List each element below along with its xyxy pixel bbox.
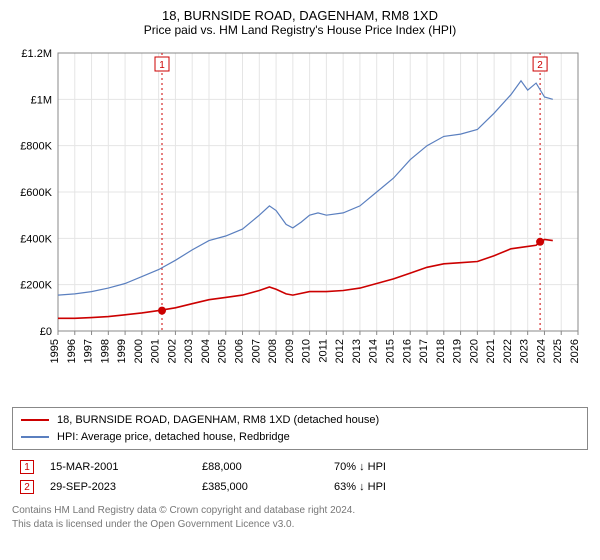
svg-text:2013: 2013 xyxy=(351,339,363,363)
legend-row-hpi: HPI: Average price, detached house, Redb… xyxy=(21,429,579,446)
svg-text:£1M: £1M xyxy=(31,94,52,106)
legend: 18, BURNSIDE ROAD, DAGENHAM, RM8 1XD (de… xyxy=(12,407,588,450)
marker-date-2: 29-SEP-2023 xyxy=(44,478,194,496)
marker-price-1: £88,000 xyxy=(196,458,326,476)
sale-markers-table: 1 15-MAR-2001 £88,000 70% ↓ HPI 2 29-SEP… xyxy=(12,456,588,498)
marker-badge-1: 1 xyxy=(20,460,34,474)
marker-row-2: 2 29-SEP-2023 £385,000 63% ↓ HPI xyxy=(14,478,586,496)
legend-swatch-hpi xyxy=(21,436,49,438)
svg-text:£800K: £800K xyxy=(20,141,52,153)
svg-text:2019: 2019 xyxy=(452,339,464,363)
attribution-footer: Contains HM Land Registry data © Crown c… xyxy=(12,504,588,531)
marker-badge-2: 2 xyxy=(20,480,34,494)
svg-text:2003: 2003 xyxy=(183,339,195,363)
svg-text:£1.2M: £1.2M xyxy=(21,48,52,60)
svg-text:2021: 2021 xyxy=(485,339,497,363)
svg-text:2007: 2007 xyxy=(250,339,262,363)
marker-pct-2: 63% ↓ HPI xyxy=(328,478,586,496)
svg-text:2: 2 xyxy=(537,60,543,71)
svg-text:2008: 2008 xyxy=(267,339,279,363)
svg-text:2001: 2001 xyxy=(150,339,162,363)
footer-line-1: Contains HM Land Registry data © Crown c… xyxy=(12,504,588,518)
legend-label-price: 18, BURNSIDE ROAD, DAGENHAM, RM8 1XD (de… xyxy=(57,412,379,429)
svg-text:2004: 2004 xyxy=(200,339,212,363)
svg-text:2014: 2014 xyxy=(368,339,380,363)
legend-row-price: 18, BURNSIDE ROAD, DAGENHAM, RM8 1XD (de… xyxy=(21,412,579,429)
page-title: 18, BURNSIDE ROAD, DAGENHAM, RM8 1XD xyxy=(12,8,588,23)
svg-text:£600K: £600K xyxy=(20,187,52,199)
svg-text:1999: 1999 xyxy=(116,339,128,363)
svg-text:2016: 2016 xyxy=(401,339,413,363)
legend-label-hpi: HPI: Average price, detached house, Redb… xyxy=(57,429,290,446)
svg-text:2026: 2026 xyxy=(569,339,581,363)
svg-text:1995: 1995 xyxy=(49,339,61,363)
footer-line-2: This data is licensed under the Open Gov… xyxy=(12,518,588,532)
svg-text:2006: 2006 xyxy=(234,339,246,363)
svg-text:£200K: £200K xyxy=(20,280,52,292)
marker-price-2: £385,000 xyxy=(196,478,326,496)
svg-text:2015: 2015 xyxy=(384,339,396,363)
svg-text:1997: 1997 xyxy=(83,339,95,363)
page-subtitle: Price paid vs. HM Land Registry's House … xyxy=(12,23,588,37)
marker-row-1: 1 15-MAR-2001 £88,000 70% ↓ HPI xyxy=(14,458,586,476)
svg-text:2024: 2024 xyxy=(535,339,547,363)
svg-text:2005: 2005 xyxy=(217,339,229,363)
svg-text:2009: 2009 xyxy=(284,339,296,363)
svg-text:2022: 2022 xyxy=(502,339,514,363)
svg-text:1: 1 xyxy=(159,60,165,71)
marker-date-1: 15-MAR-2001 xyxy=(44,458,194,476)
svg-text:£400K: £400K xyxy=(20,233,52,245)
svg-text:2023: 2023 xyxy=(519,339,531,363)
svg-text:£0: £0 xyxy=(40,326,52,338)
svg-text:2020: 2020 xyxy=(468,339,480,363)
svg-text:2018: 2018 xyxy=(435,339,447,363)
svg-text:2017: 2017 xyxy=(418,339,430,363)
legend-swatch-price xyxy=(21,419,49,421)
svg-text:2011: 2011 xyxy=(317,339,329,363)
svg-text:2010: 2010 xyxy=(301,339,313,363)
chart-svg: £0 £200K £400K £600K £800K £1M £1.2M 1995 1996 19… xyxy=(12,43,588,403)
svg-text:2000: 2000 xyxy=(133,339,145,363)
marker-pct-1: 70% ↓ HPI xyxy=(328,458,586,476)
svg-text:1996: 1996 xyxy=(66,339,78,363)
svg-text:2012: 2012 xyxy=(334,339,346,363)
svg-text:2025: 2025 xyxy=(552,339,564,363)
title-block: 18, BURNSIDE ROAD, DAGENHAM, RM8 1XD Pri… xyxy=(12,8,588,37)
svg-text:1998: 1998 xyxy=(99,339,111,363)
svg-text:2002: 2002 xyxy=(166,339,178,363)
price-chart: £0 £200K £400K £600K £800K £1M £1.2M 1995 1996 19… xyxy=(12,43,588,403)
